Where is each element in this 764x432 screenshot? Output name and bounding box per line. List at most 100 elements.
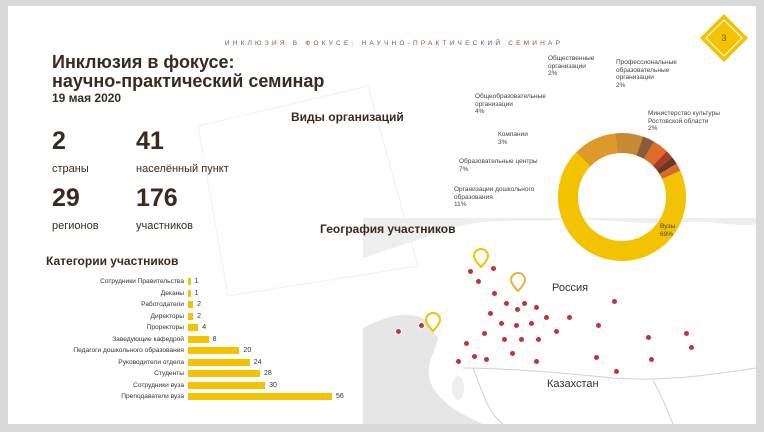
stat-regions-label: регионов <box>52 220 99 232</box>
map-marker <box>645 334 652 341</box>
decor-shape <box>197 85 419 296</box>
donut-label-percent: 3% <box>498 138 508 146</box>
bar-value-label: 24 <box>253 358 262 366</box>
bar-value-label: 1 <box>194 278 199 285</box>
bar <box>188 312 194 320</box>
bar-category-label: Заведующие кафедрой <box>112 335 184 343</box>
stat-participants-value: 176 <box>136 184 178 212</box>
map-marker <box>483 356 490 363</box>
bar-row: Заведующие кафедрой 8 <box>54 334 364 345</box>
map-marker <box>498 320 505 327</box>
org-types-donut-chart <box>558 133 686 261</box>
bar <box>188 358 250 366</box>
map-marker <box>418 322 425 329</box>
map-marker <box>543 314 550 321</box>
event-date: 19 мая 2020 <box>52 91 122 105</box>
bar-row: Проректоры 4 <box>54 322 364 333</box>
page-title: Инклюзия в фокусе: научно-практический с… <box>52 53 324 91</box>
bar-value-label: 1 <box>194 289 199 297</box>
map-pin-icon <box>473 248 489 268</box>
stat-countries-value: 2 <box>52 127 66 155</box>
title-line-2: научно-практический семинар <box>52 71 325 91</box>
map-marker <box>528 320 535 327</box>
map-marker <box>487 310 494 317</box>
map-marker <box>518 336 525 343</box>
donut-label-public-orgs: Общественные организации 2% <box>548 55 612 78</box>
bar-row: Руководители отдела 24 <box>54 357 364 368</box>
categories-title: Категории участников <box>46 254 179 268</box>
bar <box>188 301 194 308</box>
stat-participants-label: участников <box>136 220 194 232</box>
bar <box>188 370 260 377</box>
donut-label-vocational-orgs: Профессиональные образовательные организ… <box>616 59 698 89</box>
bar-row: Сотрудники вуза 30 <box>54 380 364 391</box>
bar-value-label: 4 <box>202 324 207 331</box>
map-marker <box>475 278 482 285</box>
bar-value-label: 20 <box>243 347 252 354</box>
map-marker <box>463 340 470 347</box>
bar <box>188 335 209 343</box>
bar-category-label: Преподаватели вуза <box>121 393 184 400</box>
map-marker <box>490 265 497 272</box>
map-marker <box>521 300 528 307</box>
map-marker <box>593 354 600 361</box>
map-marker <box>395 328 402 335</box>
map-marker <box>683 330 690 337</box>
geography-map: Россия Казахстан <box>363 218 756 424</box>
bar-value-label: 2 <box>197 312 202 320</box>
donut-label-edu-centers: Образовательные центры 7% <box>459 158 555 173</box>
donut-label-text: Общественные организации <box>548 55 595 70</box>
donut-label-text: Организации дошкольного образования <box>454 186 535 201</box>
stat-regions-value: 29 <box>52 184 80 212</box>
map-marker <box>491 290 498 297</box>
donut-label-companies: Компании 3% <box>498 131 548 146</box>
bar <box>188 347 240 354</box>
map-marker <box>566 314 573 321</box>
bar-category-label: Проректоры <box>146 324 184 331</box>
map-label-russia: Россия <box>552 282 589 294</box>
bar-row: Деканы 1 <box>54 288 364 299</box>
map-marker <box>471 353 478 360</box>
bar-category-label: Сотрудники вуза <box>133 381 184 389</box>
donut-slice <box>558 133 686 261</box>
donut-slice <box>558 133 686 261</box>
donut-slice <box>558 133 686 261</box>
title-line-1: Инклюзия в фокусе: <box>52 52 235 72</box>
donut-label-universities: Вузы 69% <box>660 223 700 238</box>
bar <box>188 278 191 285</box>
bar-category-label: Студенты <box>154 370 184 377</box>
org-types-title: Виды организаций <box>291 110 404 124</box>
bar-value-label: 2 <box>197 301 202 308</box>
bar <box>188 381 266 389</box>
map-marker <box>611 298 618 305</box>
stat-settlements-value: 41 <box>136 127 164 155</box>
map-marker <box>467 268 474 275</box>
bar-category-label: Педагоги дошкольного образования <box>73 347 184 354</box>
donut-slice <box>558 133 686 261</box>
bar-category-label: Деканы <box>160 289 184 297</box>
donut-label-percent: 2% <box>616 81 626 89</box>
donut-label-preschool: Организации дошкольного образования 11% <box>454 186 554 209</box>
bar-category-label: Директоры <box>150 312 184 320</box>
map-marker <box>533 304 540 311</box>
donut-label-percent: 7% <box>459 165 469 173</box>
slide-number-badge: 3 <box>698 12 750 64</box>
bar-value-label: 8 <box>212 335 217 343</box>
map-land-shape <box>363 219 756 424</box>
donut-label-text: Вузы <box>660 223 676 230</box>
donut-label-text: Компании <box>498 131 528 138</box>
donut-label-percent: 69% <box>660 230 674 238</box>
map-label-kazakhstan: Казахстан <box>547 378 599 390</box>
geography-title: География участников <box>320 222 456 236</box>
map-marker <box>509 350 516 357</box>
bar-value-label: 30 <box>269 381 277 389</box>
map-marker <box>455 358 462 365</box>
donut-label-text: Министерство культуры Ростовской области <box>648 110 720 125</box>
map-marker <box>481 330 488 337</box>
donut-label-general-edu: Общеобразовательные организации 4% <box>475 93 551 116</box>
map-marker <box>533 358 540 365</box>
bar-value-label: 56 <box>336 393 344 400</box>
donut-label-percent: 2% <box>548 70 558 77</box>
donut-label-ministry: Министерство культуры Ростовской области… <box>648 110 728 133</box>
map-marker <box>688 344 695 351</box>
